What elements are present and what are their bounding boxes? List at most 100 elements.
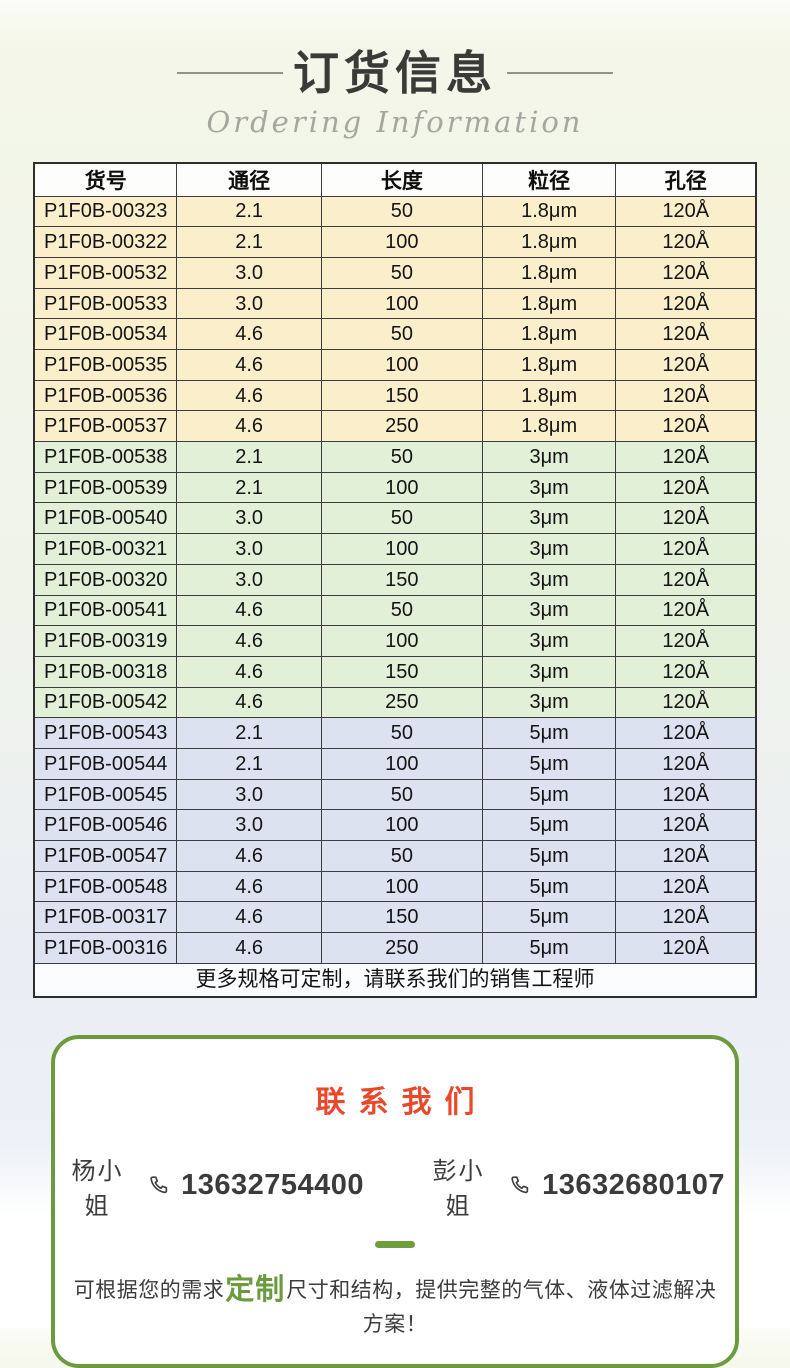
- contact-phone-number[interactable]: 13632754400: [181, 1169, 364, 1202]
- table-cell: 150: [320, 379, 483, 412]
- table-cell: 50: [320, 717, 483, 749]
- table-row: P1F0B-00322 2.1 100 1.8μm 120Å: [33, 226, 757, 258]
- table-cell: 150: [320, 563, 483, 596]
- table-cell: 120Å: [615, 778, 757, 811]
- table-cell: 3μm: [481, 625, 617, 657]
- contact-phone-number[interactable]: 13632680107: [542, 1169, 725, 1202]
- table-row: P1F0B-00323 2.1 50 1.8μm 120Å: [33, 195, 757, 228]
- table-cell: 50: [320, 502, 483, 535]
- table-cell: P1F0B-00321: [33, 533, 178, 565]
- table-cell: P1F0B-00318: [33, 655, 178, 688]
- table-cell: 250: [320, 932, 483, 964]
- table-cell: P1F0B-00541: [33, 594, 178, 627]
- contact-person: 杨小姐 13632754400: [65, 1151, 364, 1221]
- table-cell: P1F0B-00316: [33, 932, 178, 964]
- table-cell: 3μm: [481, 563, 617, 596]
- table-cell: 100: [320, 747, 483, 780]
- table-row: P1F0B-00535 4.6 100 1.8μm 120Å: [33, 349, 757, 381]
- table-cell: 1.8μm: [481, 318, 617, 351]
- table-cell: 3μm: [481, 441, 617, 473]
- table-cell: 150: [320, 901, 483, 934]
- table-cell: 120Å: [615, 840, 757, 872]
- table-cell: 4.6: [176, 655, 322, 688]
- table-cell: P1F0B-00317: [33, 901, 178, 934]
- table-cell: 4.6: [176, 840, 322, 872]
- title-line-right: [507, 72, 613, 75]
- note-prefix: 可根据您的需求: [73, 1278, 225, 1302]
- table-cell: 120Å: [615, 441, 757, 473]
- table-row: P1F0B-00538 2.1 50 3μm 120Å: [33, 441, 757, 473]
- table-cell: 3μm: [481, 594, 617, 627]
- table-cell: 4.6: [176, 901, 322, 934]
- contact-person-name: 彭小姐: [432, 1157, 485, 1220]
- table-cell: 4.6: [176, 379, 322, 412]
- table-cell: 120Å: [615, 379, 757, 412]
- table-row: P1F0B-00533 3.0 100 1.8μm 120Å: [33, 287, 757, 320]
- table-cell: 100: [320, 226, 483, 258]
- table-cell: 120Å: [615, 717, 757, 749]
- table-cell: 120Å: [615, 747, 757, 780]
- table-cell: 5μm: [481, 840, 617, 872]
- table-cell: 4.6: [176, 318, 322, 351]
- note-highlight: 定制: [225, 1273, 286, 1306]
- table-cell: 3.0: [176, 256, 322, 289]
- table-cell: 120Å: [615, 195, 757, 228]
- table-cell: 50: [320, 594, 483, 627]
- table-cell: P1F0B-00535: [33, 349, 178, 381]
- page-title: 订货信息: [293, 47, 497, 99]
- table-cell: P1F0B-00546: [33, 809, 178, 842]
- table-row: P1F0B-00545 3.0 50 5μm 120Å: [33, 778, 757, 811]
- table-cell: P1F0B-00547: [33, 840, 178, 872]
- table-cell: P1F0B-00323: [33, 195, 178, 228]
- table-row: P1F0B-00546 3.0 100 5μm 120Å: [33, 809, 757, 842]
- table-cell: 3μm: [481, 655, 617, 688]
- contact-card: 联系我们 杨小姐 13632754400 彭小姐 13632680107 可根据…: [51, 1034, 739, 1368]
- table-footer-note: 更多规格可定制，请联系我们的销售工程师: [33, 962, 757, 998]
- table-cell: 120Å: [615, 533, 757, 565]
- table-cell: 5μm: [481, 747, 617, 780]
- table-cell: 2.1: [176, 471, 322, 504]
- table-cell: 100: [320, 533, 483, 565]
- table-cell: 3.0: [176, 809, 322, 842]
- table-cell: 4.6: [176, 410, 322, 443]
- table-cell: 150: [320, 655, 483, 688]
- table-cell: 4.6: [176, 349, 322, 381]
- table-cell: 2.1: [176, 747, 322, 780]
- table-cell: 1.8μm: [481, 226, 617, 258]
- table-cell: 3μm: [481, 533, 617, 565]
- table-cell: 4.6: [176, 625, 322, 657]
- table-cell: 120Å: [615, 349, 757, 381]
- title-line-left: [177, 72, 283, 75]
- table-cell: 100: [320, 471, 483, 504]
- table-cell: P1F0B-00545: [33, 778, 178, 811]
- table-cell: 4.6: [176, 594, 322, 627]
- table-cell: 50: [320, 441, 483, 473]
- table-row: P1F0B-00321 3.0 100 3μm 120Å: [33, 533, 757, 565]
- column-header-pore-size: 孔径: [615, 162, 757, 197]
- table-cell: P1F0B-00532: [33, 256, 178, 289]
- table-cell: 120Å: [615, 625, 757, 657]
- page: 订货信息 Ordering Information 货号 通径 长度 粒径 孔径…: [33, 47, 757, 1368]
- ordering-table: 货号 通径 长度 粒径 孔径 P1F0B-00323 2.1 50 1.8μm 120Å…: [33, 161, 757, 998]
- table-cell: P1F0B-00536: [33, 379, 178, 412]
- table-row: P1F0B-00319 4.6 100 3μm 120Å: [33, 625, 757, 657]
- table-cell: 50: [320, 840, 483, 872]
- table-cell: 120Å: [615, 686, 757, 719]
- table-cell: 2.1: [176, 226, 322, 258]
- table-row: P1F0B-00537 4.6 250 1.8μm 120Å: [33, 410, 757, 443]
- table-cell: 4.6: [176, 870, 322, 903]
- table-cell: 120Å: [615, 226, 757, 258]
- table-row: P1F0B-00320 3.0 150 3μm 120Å: [33, 563, 757, 596]
- table-row: P1F0B-00543 2.1 50 5μm 120Å: [33, 717, 757, 749]
- column-header-part-number: 货号: [33, 162, 178, 197]
- table-cell: 3.0: [176, 502, 322, 535]
- table-cell: P1F0B-00539: [33, 471, 178, 504]
- table-cell: 1.8μm: [481, 195, 617, 228]
- table-row: P1F0B-00540 3.0 50 3μm 120Å: [33, 502, 757, 535]
- contact-note: 可根据您的需求定制尺寸和结构，提供完整的气体、液体过滤解决方案！: [65, 1266, 725, 1338]
- table-cell: 2.1: [176, 195, 322, 228]
- table-cell: 3μm: [481, 502, 617, 535]
- table-cell: 5μm: [481, 809, 617, 842]
- table-cell: P1F0B-00543: [33, 717, 178, 749]
- table-row: P1F0B-00548 4.6 100 5μm 120Å: [33, 870, 757, 903]
